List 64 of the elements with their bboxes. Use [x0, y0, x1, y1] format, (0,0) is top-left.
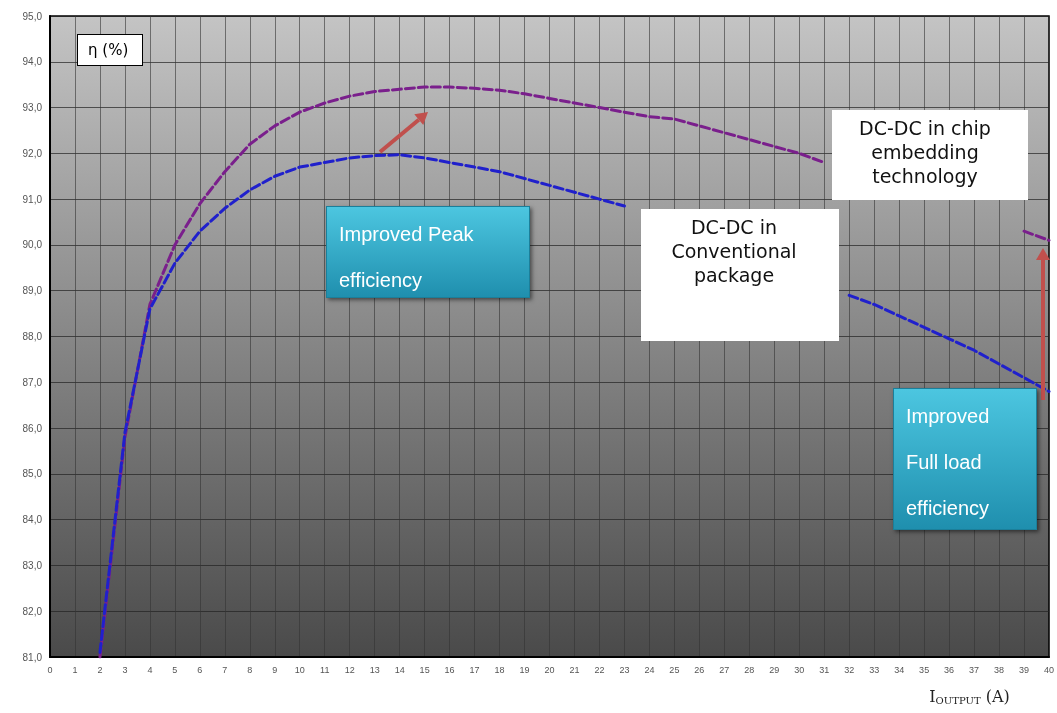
x-tick-label: 26 — [694, 664, 705, 675]
x-tick-label: 24 — [644, 664, 655, 675]
y-tick-label: 88,0 — [22, 331, 43, 342]
x-tick-label: 13 — [369, 664, 380, 675]
x-tick-label: 7 — [222, 664, 228, 675]
y-tick-label: 91,0 — [22, 193, 43, 205]
y-tick-label: 81,0 — [22, 651, 43, 663]
x-tick-label: 12 — [344, 664, 355, 675]
x-tick-label: 27 — [719, 664, 730, 675]
y-tick-label: 94,0 — [22, 56, 43, 68]
x-tick-label: 23 — [619, 664, 630, 675]
x-tick-label: 38 — [994, 664, 1005, 675]
y-axis-title: η (%) — [88, 41, 129, 59]
y-tick-label: 85,0 — [22, 468, 43, 480]
x-tick-label: 15 — [419, 664, 430, 675]
label-box: DC-DC in chip embedding technology — [832, 110, 1028, 200]
x-tick-label: 37 — [969, 664, 980, 675]
y-tick-label: 89,0 — [22, 285, 43, 297]
x-tick-label: 8 — [247, 664, 253, 675]
x-tick-label: 11 — [320, 664, 330, 675]
y-tick-label: 87,0 — [22, 376, 43, 388]
x-tick-label: 36 — [944, 664, 955, 675]
x-tick-label: 34 — [894, 664, 905, 675]
x-tick-label: 10 — [294, 664, 305, 675]
y-tick-label: 82,0 — [22, 605, 43, 617]
x-tick-label: 3 — [122, 664, 128, 675]
x-tick-label: 25 — [669, 664, 680, 675]
x-tick-label: 2 — [97, 664, 103, 675]
x-tick-label: 21 — [569, 664, 580, 675]
x-tick-label: 18 — [494, 664, 505, 675]
x-tick-label: 0 — [47, 664, 53, 675]
x-tick-label: 16 — [444, 664, 455, 675]
x-tick-label: 1 — [72, 664, 78, 675]
y-tick-label: 84,0 — [22, 514, 43, 526]
x-tick-label: 19 — [519, 664, 530, 675]
y-tick-label: 83,0 — [22, 559, 43, 571]
x-tick-label: 32 — [844, 664, 855, 675]
x-tick-label: 14 — [394, 664, 405, 675]
x-tick-label: 28 — [744, 664, 755, 675]
callout-box: Improved Full load efficiency — [893, 388, 1037, 530]
series-label: DC-DC in chip embedding technology — [858, 116, 992, 188]
x-tick-label: 30 — [794, 664, 805, 675]
x-axis-title: IOUTPUT (A) — [929, 686, 1010, 706]
x-tick-label: 20 — [544, 664, 555, 675]
x-tick-label: 33 — [869, 664, 880, 675]
x-tick-label: 17 — [469, 664, 480, 675]
x-tick-label: 9 — [272, 664, 278, 675]
y-tick-label: 95,0 — [22, 10, 43, 22]
x-tick-label: 31 — [819, 664, 830, 675]
y-tick-label: 92,0 — [22, 147, 43, 159]
label-box: DC-DC in Conventional package — [641, 209, 839, 341]
x-tick-label: 4 — [147, 664, 153, 675]
x-tick-label: 35 — [919, 664, 930, 675]
x-tick-label: 40 — [1043, 664, 1054, 675]
axis-title-box: η (%) — [77, 34, 144, 66]
y-tick-label: 86,0 — [22, 422, 43, 434]
x-tick-label: 22 — [594, 664, 605, 675]
y-tick-label: 90,0 — [22, 239, 43, 251]
x-tick-label: 6 — [197, 664, 203, 675]
x-tick-label: 29 — [769, 664, 780, 675]
x-tick-label: 39 — [1019, 664, 1030, 675]
x-tick-label: 5 — [172, 664, 178, 675]
y-tick-label: 93,0 — [22, 102, 43, 114]
callout-box: Improved Peak efficiency — [326, 206, 530, 298]
